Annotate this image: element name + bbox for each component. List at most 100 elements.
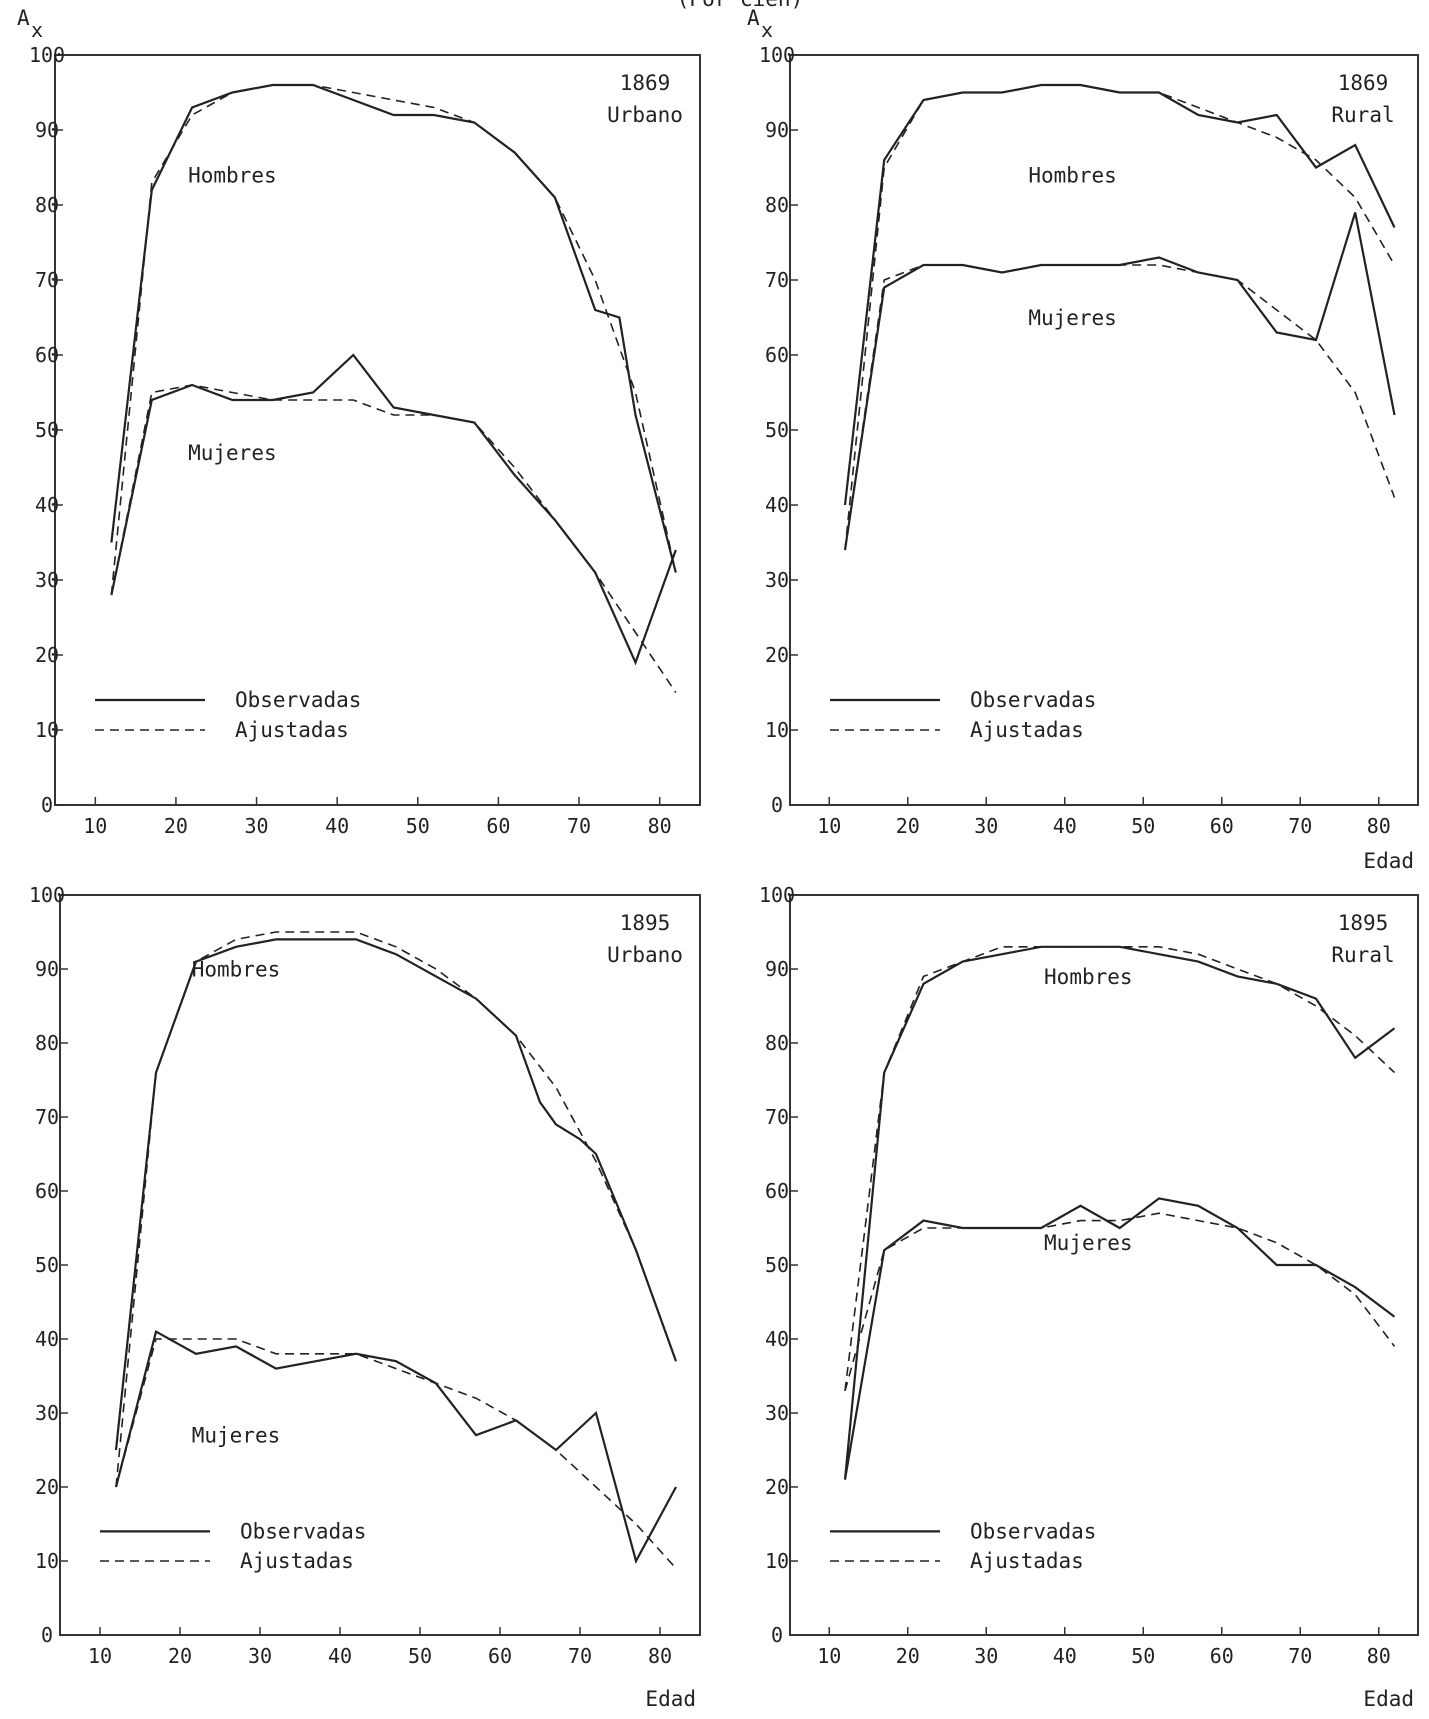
group-label-mujeres: Mujeres	[1044, 1231, 1133, 1255]
y-axis-label: A	[747, 6, 760, 30]
y-tick-label: 10	[35, 718, 59, 742]
y-tick-label: 60	[35, 343, 59, 367]
figure-partial-title: (Por cien)	[677, 0, 803, 11]
y-tick-label: 80	[765, 1031, 789, 1055]
x-tick-label: 80	[648, 814, 672, 838]
y-tick-label: 30	[35, 1401, 59, 1425]
series-line-hombres-fitted	[844, 945, 1396, 1391]
series-line-mujeres-observed	[843, 1197, 1396, 1480]
series-line-hombres-observed	[843, 945, 1396, 1480]
series-line-mujeres-observed	[843, 212, 1396, 551]
y-tick-label: 100	[29, 883, 65, 907]
x-tick-label: 30	[974, 1644, 998, 1668]
x-tick-label: 20	[896, 1644, 920, 1668]
y-tick-label: 0	[41, 1623, 53, 1647]
y-tick-label: 10	[765, 1549, 789, 1573]
y-tick-label: 70	[765, 268, 789, 292]
group-label-mujeres: Mujeres	[188, 441, 277, 465]
x-tick-label: 80	[1367, 1644, 1391, 1668]
y-tick-label: 10	[35, 1549, 59, 1573]
x-tick-label: 10	[817, 1644, 841, 1668]
y-axis-label-subscript: x	[31, 18, 43, 42]
x-axis-label: Edad	[1363, 849, 1414, 873]
group-label-hombres: Hombres	[1028, 164, 1117, 188]
y-tick-label: 50	[765, 418, 789, 442]
series-line-hombres-observed	[843, 83, 1396, 506]
x-tick-label: 70	[1288, 814, 1312, 838]
y-tick-label: 30	[765, 568, 789, 592]
x-tick-label: 30	[974, 814, 998, 838]
y-tick-label: 0	[771, 793, 783, 817]
x-tick-label: 10	[88, 1644, 112, 1668]
y-tick-label: 0	[771, 1623, 783, 1647]
y-tick-label: 50	[765, 1253, 789, 1277]
panel-frame-1895-urbano	[59, 894, 701, 1636]
x-tick-label: 70	[1288, 1644, 1312, 1668]
panel-annotation: 1895	[1338, 911, 1389, 935]
x-tick-label: 40	[1053, 1644, 1077, 1668]
series-line-mujeres-observed	[114, 1329, 677, 1564]
y-tick-label: 40	[35, 493, 59, 517]
series-line-hombres-fitted	[110, 84, 677, 596]
x-tick-label: 50	[408, 1644, 432, 1668]
y-tick-label: 80	[35, 1031, 59, 1055]
legend-label-fitted: Ajustadas	[970, 1549, 1084, 1573]
x-tick-label: 60	[488, 1644, 512, 1668]
group-label-hombres: Hombres	[192, 957, 281, 981]
y-tick-label: 20	[35, 643, 59, 667]
y-tick-label: 20	[35, 1475, 59, 1499]
y-tick-label: 100	[759, 883, 795, 907]
group-label-hombres: Hombres	[1044, 965, 1133, 989]
series-line-mujeres-fitted	[115, 1338, 677, 1569]
group-label-mujeres: Mujeres	[192, 1424, 281, 1448]
legend-label-observed: Observadas	[235, 688, 361, 712]
series-line-mujeres-fitted	[110, 384, 677, 693]
panel-annotation: Rural	[1331, 103, 1394, 127]
y-tick-label: 90	[765, 957, 789, 981]
x-tick-label: 50	[406, 814, 430, 838]
y-tick-label: 10	[765, 718, 789, 742]
legend-label-fitted: Ajustadas	[240, 1549, 354, 1573]
y-tick-label: 60	[765, 1179, 789, 1203]
y-tick-label: 80	[35, 193, 59, 217]
y-tick-label: 0	[41, 793, 53, 817]
y-tick-label: 100	[759, 43, 795, 67]
x-axis-label: Edad	[1363, 1687, 1414, 1711]
x-tick-label: 20	[164, 814, 188, 838]
x-tick-label: 50	[1131, 1644, 1155, 1668]
group-label-mujeres: Mujeres	[1028, 306, 1117, 330]
x-tick-label: 70	[568, 1644, 592, 1668]
y-tick-label: 80	[765, 193, 789, 217]
panel-annotation: 1869	[620, 71, 671, 95]
legend-label-observed: Observadas	[970, 1519, 1096, 1543]
panel-annotation: 1895	[620, 911, 671, 935]
legend-label-observed: Observadas	[970, 688, 1096, 712]
group-label-hombres: Hombres	[188, 164, 277, 188]
x-tick-label: 30	[245, 814, 269, 838]
y-axis-label: A	[17, 6, 30, 30]
panel-annotation: Urbano	[607, 103, 683, 127]
x-tick-label: 40	[325, 814, 349, 838]
y-tick-label: 70	[765, 1105, 789, 1129]
x-tick-label: 20	[896, 814, 920, 838]
y-tick-label: 90	[765, 118, 789, 142]
y-tick-label: 100	[29, 43, 65, 67]
legend-label-fitted: Ajustadas	[970, 718, 1084, 742]
series-line-mujeres-fitted	[844, 264, 1396, 551]
y-tick-label: 30	[765, 1401, 789, 1425]
y-tick-label: 40	[765, 1327, 789, 1351]
y-tick-label: 90	[35, 118, 59, 142]
y-tick-label: 20	[765, 643, 789, 667]
series-line-hombres-observed	[114, 938, 678, 1451]
y-tick-label: 30	[35, 568, 59, 592]
series-line-hombres-fitted	[115, 931, 677, 1488]
y-tick-label: 50	[35, 418, 59, 442]
series-line-hombres-fitted	[844, 84, 1396, 551]
x-tick-label: 40	[328, 1644, 352, 1668]
x-tick-label: 60	[486, 814, 510, 838]
x-tick-label: 80	[648, 1644, 672, 1668]
y-tick-label: 60	[35, 1179, 59, 1203]
panel-annotation: 1869	[1338, 71, 1389, 95]
x-tick-label: 30	[248, 1644, 272, 1668]
